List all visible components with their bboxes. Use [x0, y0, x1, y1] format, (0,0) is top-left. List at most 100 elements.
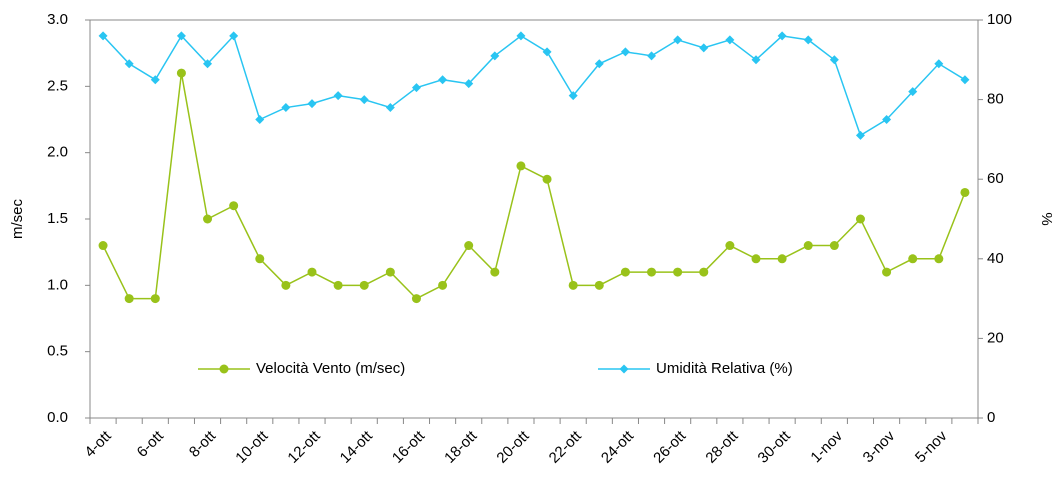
- point: [255, 254, 265, 264]
- series-line: [102, 34, 966, 137]
- y2-tick-label: 0: [987, 409, 995, 426]
- y2-tick-label: 100: [987, 11, 1012, 28]
- point: [176, 68, 186, 78]
- point: [464, 79, 474, 89]
- point: [882, 267, 892, 277]
- legend-label: Velocità Vento (m/sec): [256, 360, 405, 377]
- y-tick-label: 2.0: [47, 144, 68, 161]
- point: [542, 47, 552, 57]
- legend-marker: [619, 364, 629, 374]
- point: [385, 267, 395, 277]
- y-tick-label: 0.5: [47, 343, 68, 360]
- point: [751, 254, 761, 264]
- point: [960, 75, 970, 85]
- x-tick-label: 1-nov: [807, 427, 846, 466]
- legend-label: Umidità Relativa (%): [656, 360, 793, 377]
- x-tick-label: 20-ott: [493, 427, 533, 467]
- point: [699, 267, 709, 277]
- y2-tick-label: 80: [987, 91, 1004, 108]
- point: [464, 241, 474, 251]
- x-tick-label: 24-ott: [598, 427, 638, 467]
- point: [176, 31, 186, 41]
- plot-frame: [89, 19, 979, 419]
- point: [908, 254, 918, 264]
- point: [855, 130, 865, 140]
- point: [438, 280, 448, 290]
- point: [647, 51, 657, 61]
- x-tick-label: 6-ott: [134, 427, 168, 461]
- x-tick-label: 12-ott: [284, 427, 324, 467]
- point: [934, 59, 944, 69]
- point: [673, 35, 683, 45]
- point: [124, 59, 134, 69]
- point: [411, 83, 421, 93]
- point: [255, 115, 265, 124]
- point: [307, 267, 317, 277]
- point: [333, 91, 343, 101]
- point: [542, 174, 552, 184]
- point: [516, 161, 526, 171]
- point: [829, 55, 839, 65]
- point: [960, 187, 970, 197]
- point: [333, 280, 343, 290]
- point: [725, 241, 735, 251]
- point: [203, 214, 213, 224]
- y2-tick-label: 40: [987, 250, 1004, 267]
- point: [281, 103, 291, 113]
- point: [647, 267, 657, 277]
- point: [281, 280, 291, 290]
- y-tick-label: 2.5: [47, 77, 68, 94]
- x-tick-label: 3-nov: [860, 427, 899, 466]
- point: [307, 99, 317, 109]
- y2-tick-label: 20: [987, 329, 1004, 346]
- y2-tick-label: 60: [987, 170, 1004, 187]
- point: [411, 294, 421, 304]
- y2-axis-title: %: [1038, 212, 1055, 225]
- point: [385, 103, 395, 113]
- x-tick-label: 26-ott: [650, 427, 690, 467]
- point: [751, 55, 761, 65]
- y-tick-label: 1.0: [47, 276, 68, 293]
- x-tick-label: 22-ott: [546, 427, 586, 467]
- series-line: [102, 72, 966, 300]
- point: [777, 31, 787, 41]
- point: [725, 35, 735, 45]
- point: [908, 87, 918, 97]
- point: [490, 267, 500, 277]
- point: [150, 75, 160, 85]
- point: [594, 280, 604, 290]
- x-tick-label: 30-ott: [755, 427, 795, 467]
- x-tick-label: 28-ott: [702, 427, 742, 467]
- point: [777, 254, 787, 264]
- point: [803, 241, 813, 251]
- point: [594, 59, 604, 69]
- x-tick-label: 10-ott: [232, 427, 272, 467]
- point: [359, 95, 369, 105]
- point: [150, 294, 160, 304]
- point: [98, 31, 108, 41]
- point: [438, 75, 448, 85]
- point: [855, 214, 865, 224]
- legend-marker: [219, 364, 229, 374]
- point: [882, 115, 892, 124]
- point: [803, 35, 813, 45]
- x-tick-label: 4-ott: [81, 427, 115, 461]
- point: [203, 59, 213, 69]
- point: [673, 267, 683, 277]
- x-tick-label: 5-nov: [912, 427, 951, 466]
- point: [568, 280, 578, 290]
- x-tick-label: 8-ott: [186, 427, 220, 461]
- x-tick-label: 18-ott: [441, 427, 481, 467]
- point: [359, 280, 369, 290]
- point: [934, 254, 944, 264]
- point: [98, 241, 108, 251]
- point: [620, 47, 630, 57]
- y-tick-label: 1.5: [47, 210, 68, 227]
- point: [620, 267, 630, 277]
- point: [229, 31, 239, 41]
- point: [829, 241, 839, 251]
- point: [568, 91, 578, 101]
- point: [516, 31, 526, 41]
- point: [699, 43, 709, 53]
